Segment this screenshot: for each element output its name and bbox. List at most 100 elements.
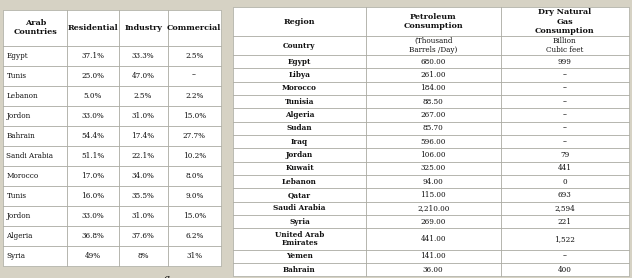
Text: --: -- — [562, 98, 567, 106]
Bar — [3, 9, 68, 46]
Bar — [167, 66, 221, 86]
Bar — [366, 188, 501, 202]
Text: Algeria: Algeria — [6, 232, 33, 240]
Text: a: a — [164, 274, 169, 278]
Text: 2,594: 2,594 — [554, 204, 575, 212]
Bar — [119, 186, 167, 206]
Text: 17.4%: 17.4% — [131, 132, 155, 140]
Text: Morocco: Morocco — [6, 172, 39, 180]
Text: Syria: Syria — [6, 252, 25, 260]
Bar — [366, 7, 501, 36]
Bar — [3, 186, 68, 206]
Bar — [119, 166, 167, 186]
Text: Dry Natural
Gas
Consumption: Dry Natural Gas Consumption — [535, 8, 595, 35]
Bar — [68, 146, 119, 166]
Bar — [233, 95, 366, 108]
Text: 31.0%: 31.0% — [131, 212, 155, 220]
Bar — [3, 166, 68, 186]
Bar — [501, 7, 629, 36]
Text: --: -- — [562, 111, 567, 119]
Text: Syria: Syria — [289, 218, 310, 226]
Text: 85.70: 85.70 — [423, 125, 444, 133]
Bar — [501, 263, 629, 276]
Bar — [501, 135, 629, 148]
Text: 33.0%: 33.0% — [82, 212, 104, 220]
Bar — [366, 82, 501, 95]
Text: 33.3%: 33.3% — [131, 52, 154, 59]
Text: 267.00: 267.00 — [420, 111, 446, 119]
Text: --: -- — [562, 85, 567, 93]
Bar — [366, 263, 501, 276]
Text: 441: 441 — [557, 165, 572, 172]
Text: Tunisia: Tunisia — [285, 98, 314, 106]
Bar — [167, 246, 221, 266]
Bar — [233, 215, 366, 229]
Bar — [366, 175, 501, 188]
Text: Jordon: Jordon — [6, 212, 31, 220]
Bar — [119, 126, 167, 146]
Text: 2.2%: 2.2% — [185, 92, 204, 100]
Bar — [501, 148, 629, 162]
Text: --: -- — [562, 71, 567, 79]
Text: Region: Region — [284, 18, 315, 26]
Bar — [3, 66, 68, 86]
Text: 17.0%: 17.0% — [82, 172, 104, 180]
Bar — [3, 46, 68, 66]
Text: 47.0%: 47.0% — [131, 72, 155, 80]
Text: 31%: 31% — [186, 252, 202, 260]
Text: Lebanon: Lebanon — [6, 92, 38, 100]
Text: 441.00: 441.00 — [420, 235, 446, 243]
Text: 6.2%: 6.2% — [185, 232, 204, 240]
Text: Saudi Arabia: Saudi Arabia — [273, 204, 325, 212]
Text: Sandi Arabia: Sandi Arabia — [6, 152, 54, 160]
Bar — [366, 250, 501, 263]
Text: Jordan: Jordan — [286, 151, 313, 159]
Text: 36.8%: 36.8% — [82, 232, 104, 240]
Bar — [501, 250, 629, 263]
Text: 596.00: 596.00 — [420, 138, 446, 146]
Bar — [68, 246, 119, 266]
Text: 184.00: 184.00 — [420, 85, 446, 93]
Bar — [167, 166, 221, 186]
Bar — [501, 202, 629, 215]
Bar — [233, 82, 366, 95]
Text: Bahrain: Bahrain — [283, 266, 316, 274]
Text: Petroleum
Consumption: Petroleum Consumption — [403, 13, 463, 30]
Text: 31.0%: 31.0% — [131, 112, 155, 120]
Text: 51.1%: 51.1% — [82, 152, 105, 160]
Text: 8.0%: 8.0% — [185, 172, 204, 180]
Bar — [501, 188, 629, 202]
Bar — [3, 106, 68, 126]
Text: Country: Country — [283, 42, 316, 50]
Bar — [366, 68, 501, 82]
Bar — [167, 126, 221, 146]
Text: Commercial: Commercial — [167, 24, 221, 32]
Text: 27.7%: 27.7% — [183, 132, 206, 140]
Bar — [3, 86, 68, 106]
Text: 35.5%: 35.5% — [131, 192, 154, 200]
Bar — [119, 226, 167, 246]
Bar — [167, 46, 221, 66]
Text: 221: 221 — [557, 218, 572, 226]
Bar — [501, 229, 629, 250]
Text: Kuwait: Kuwait — [285, 165, 314, 172]
Text: Bahrain: Bahrain — [6, 132, 35, 140]
Bar — [3, 226, 68, 246]
Bar — [366, 215, 501, 229]
Text: 1,522: 1,522 — [554, 235, 575, 243]
Text: Arab
Countries: Arab Countries — [13, 19, 57, 36]
Bar — [167, 9, 221, 46]
Text: Qatar: Qatar — [288, 191, 311, 199]
Text: 25.0%: 25.0% — [82, 72, 104, 80]
Text: --: -- — [562, 252, 567, 260]
Bar — [501, 95, 629, 108]
Text: 680.00: 680.00 — [420, 58, 446, 66]
Text: --: -- — [562, 138, 567, 146]
Text: 15.0%: 15.0% — [183, 212, 206, 220]
Bar — [233, 68, 366, 82]
Bar — [167, 206, 221, 226]
Text: Residential: Residential — [68, 24, 118, 32]
Bar — [366, 108, 501, 122]
Text: 54.4%: 54.4% — [82, 132, 104, 140]
Text: Industry: Industry — [124, 24, 162, 32]
